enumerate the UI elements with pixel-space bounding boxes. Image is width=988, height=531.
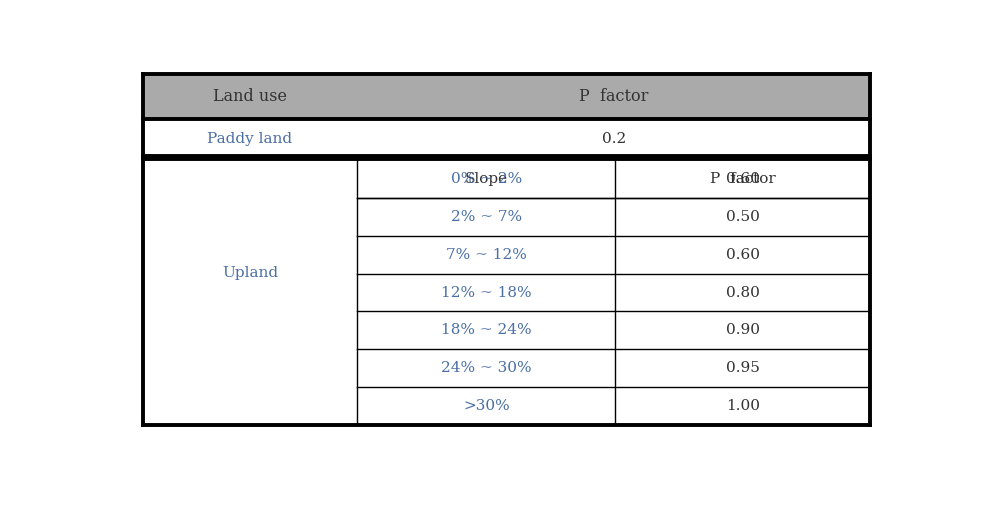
Text: 7% ~ 12%: 7% ~ 12% — [446, 248, 527, 262]
Bar — [616, 198, 870, 236]
Bar — [142, 273, 358, 312]
Bar — [358, 160, 616, 198]
Bar — [358, 387, 616, 425]
Text: >30%: >30% — [463, 399, 510, 413]
Text: P  factor: P factor — [710, 172, 776, 186]
Text: Slope: Slope — [464, 172, 508, 186]
Bar — [358, 349, 616, 387]
Bar — [142, 387, 358, 425]
Bar — [616, 273, 870, 312]
Bar — [616, 159, 870, 198]
Bar — [616, 236, 870, 273]
Text: 0.60: 0.60 — [726, 173, 760, 186]
Bar — [358, 312, 616, 349]
Bar — [358, 159, 616, 198]
Bar — [616, 160, 870, 198]
Bar — [358, 118, 870, 159]
Bar — [616, 387, 870, 425]
Bar — [358, 198, 616, 236]
Bar — [142, 312, 358, 349]
Text: 0.60: 0.60 — [726, 248, 760, 262]
Bar — [616, 312, 870, 349]
Text: 24% ~ 30%: 24% ~ 30% — [441, 361, 532, 375]
Bar — [142, 118, 358, 159]
Text: 18% ~ 24%: 18% ~ 24% — [441, 323, 532, 337]
Bar — [358, 273, 616, 312]
Bar — [142, 236, 358, 273]
Bar — [358, 236, 616, 273]
Bar — [142, 160, 358, 198]
Text: Upland: Upland — [222, 266, 278, 280]
Bar — [142, 198, 358, 236]
Text: 0.95: 0.95 — [726, 361, 760, 375]
Text: 0.50: 0.50 — [726, 210, 760, 224]
Bar — [142, 74, 358, 118]
Text: 1.00: 1.00 — [726, 399, 760, 413]
Text: P  factor: P factor — [579, 88, 648, 105]
Bar — [142, 349, 358, 387]
Text: Paddy land: Paddy land — [207, 132, 292, 146]
Bar — [142, 159, 358, 198]
Text: 0.2: 0.2 — [602, 132, 625, 146]
Text: 12% ~ 18%: 12% ~ 18% — [441, 286, 532, 299]
Bar — [616, 349, 870, 387]
Text: 2% ~ 7%: 2% ~ 7% — [451, 210, 522, 224]
Text: 0.90: 0.90 — [726, 323, 760, 337]
Text: Land use: Land use — [213, 88, 287, 105]
Text: 0.80: 0.80 — [726, 286, 760, 299]
Bar — [358, 74, 870, 118]
Text: 0% ~ 2%: 0% ~ 2% — [451, 173, 522, 186]
